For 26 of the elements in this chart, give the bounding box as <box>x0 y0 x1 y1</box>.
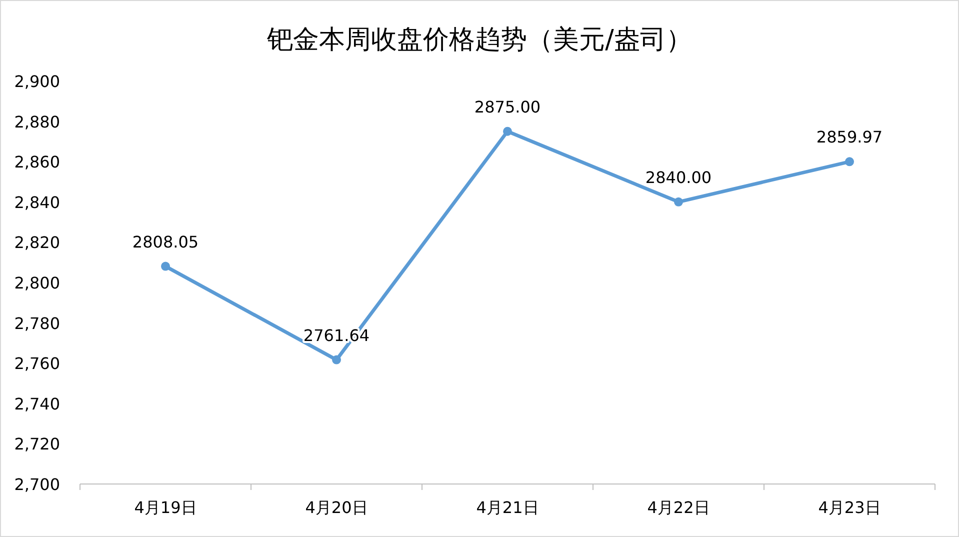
point <box>332 355 341 364</box>
xtick: 4月22日 <box>647 498 710 517</box>
ytick: 2,740 <box>14 394 60 414</box>
ytick: 2,820 <box>14 233 60 252</box>
ytick: 2,800 <box>14 274 60 292</box>
title: 钯金本周收盘价格趋势（美元/盎司） <box>267 25 692 55</box>
point <box>674 197 683 206</box>
ytick: 2,860 <box>14 152 60 172</box>
ytick: 2,760 <box>14 354 60 374</box>
data-label: 2875.00 <box>474 97 541 116</box>
point <box>845 157 854 166</box>
xtick: 4月20日 <box>305 498 368 517</box>
ytick: 2,720 <box>14 434 60 454</box>
point <box>503 126 512 136</box>
xtick: 4月19日 <box>134 498 197 517</box>
ytick: 2,880 <box>14 112 60 132</box>
point <box>161 262 170 271</box>
data-label: 2840.00 <box>645 168 712 187</box>
xtick: 4月23日 <box>818 498 881 517</box>
ytick: 2,900 <box>14 72 60 91</box>
data-label: 2808.05 <box>132 232 199 252</box>
xtick: 4月21日 <box>476 498 539 517</box>
data-label: 2859.97 <box>816 128 883 147</box>
ytick: 2,840 <box>14 192 60 212</box>
ytick: 2,700 <box>14 475 60 494</box>
ytick: 2,780 <box>14 314 60 333</box>
